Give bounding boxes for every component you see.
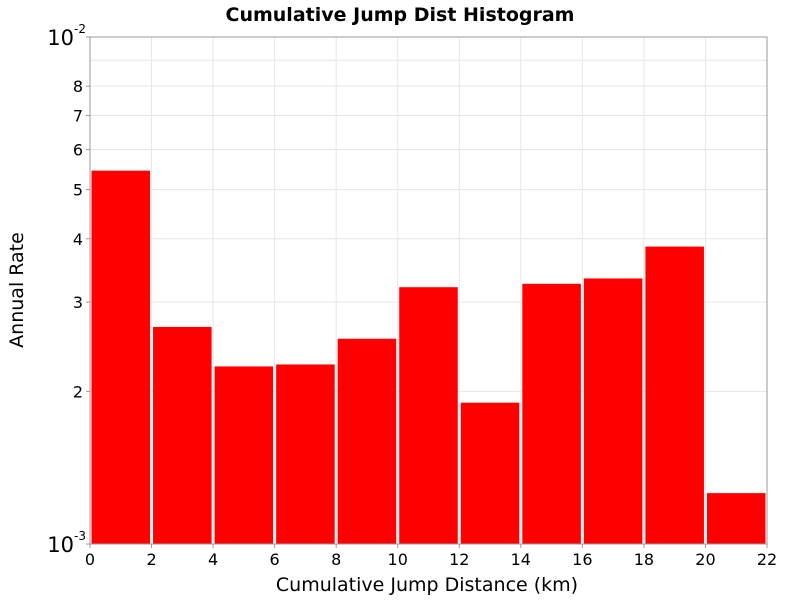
bar-10-12 [399, 287, 458, 544]
y-tick-label: 6 [73, 140, 83, 159]
bar-18-20 [645, 246, 704, 545]
x-tick-label: 6 [270, 550, 280, 569]
bar-12-14 [460, 402, 520, 544]
x-tick-label: 12 [449, 550, 469, 569]
y-tick-base: 10 [47, 26, 74, 50]
y-tick-label: 5 [73, 181, 83, 200]
bar-20-22 [706, 493, 766, 544]
chart-title: Cumulative Jump Dist Histogram [226, 4, 575, 26]
y-tick-exponent: -2 [74, 22, 86, 36]
y-tick-label-power: 10 -3 [47, 529, 86, 557]
x-axis-label: Cumulative Jump Distance (km) [276, 574, 578, 596]
x-tick-label: 18 [634, 550, 654, 569]
x-axis-ticks: 0 2 4 6 8 10 12 14 16 18 20 22 [85, 544, 777, 569]
x-tick-label: 20 [695, 550, 715, 569]
y-axis-label: Annual Rate [6, 232, 28, 348]
bar-4-6 [214, 366, 274, 544]
bar-16-18 [583, 278, 643, 544]
y-tick-exponent: -3 [74, 529, 86, 543]
x-tick-label: 22 [757, 550, 777, 569]
y-tick-label: 2 [73, 382, 83, 401]
y-tick-label: 3 [73, 293, 83, 312]
bar-2-4 [153, 326, 212, 544]
x-tick-label: 4 [208, 550, 218, 569]
x-tick-label: 8 [331, 550, 341, 569]
y-tick-label-power: 10 -2 [47, 22, 86, 50]
bar-14-16 [522, 283, 581, 544]
y-tick-label: 7 [73, 107, 83, 126]
bar-8-10 [337, 338, 397, 544]
plot-area-frame [89, 36, 768, 545]
x-tick-label: 2 [146, 550, 156, 569]
bar-0-2 [91, 170, 151, 544]
x-tick-label: 14 [511, 550, 531, 569]
y-tick-label: 8 [73, 77, 83, 96]
x-tick-label: 0 [85, 550, 95, 569]
y-tick-label: 4 [73, 230, 83, 249]
x-tick-label: 16 [572, 550, 592, 569]
y-tick-base: 10 [47, 533, 74, 557]
bar-6-8 [276, 364, 335, 544]
x-tick-label: 10 [388, 550, 408, 569]
bars [91, 170, 766, 545]
